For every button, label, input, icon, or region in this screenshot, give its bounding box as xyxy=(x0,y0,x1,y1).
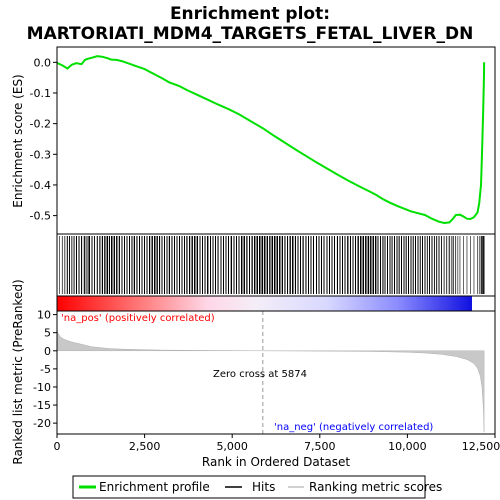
metric-y-tick-label: 0 xyxy=(44,345,51,358)
x-tick-label: 12,500 xyxy=(462,440,500,453)
x-tick-label: 7,500 xyxy=(304,440,336,453)
metric-y-tick-label: -15 xyxy=(33,399,51,412)
x-axis: 0 2,500 5,000 7,500 10,000 12,500 xyxy=(54,434,500,453)
hit-lines xyxy=(56,236,485,294)
chart-title-line1: Enrichment plot: xyxy=(170,4,330,24)
x-tick-label: 0 xyxy=(54,440,61,453)
metric-panel-frame xyxy=(56,310,496,435)
es-y-tick-label: -0.3 xyxy=(30,148,51,161)
pos-label: 'na_pos' (positively correlated) xyxy=(61,313,215,324)
legend-label-hits: Hits xyxy=(252,480,275,494)
rank-color-bar xyxy=(57,296,472,311)
neg-label: 'na_neg' (negatively correlated) xyxy=(274,422,433,433)
x-axis-label: Rank in Ordered Dataset xyxy=(202,455,350,469)
metric-y-axis: 10 5 0 -5 -10 -15 -20 xyxy=(33,309,57,430)
es-line xyxy=(56,55,486,225)
x-tick-label: 10,000 xyxy=(388,440,427,453)
es-y-tick-label: -0.5 xyxy=(30,210,51,223)
x-tick-label: 5,000 xyxy=(216,440,248,453)
es-y-tick-label: 0.0 xyxy=(34,56,52,69)
zero-cross-label: Zero cross at 5874 xyxy=(213,369,307,380)
metric-y-tick-label: 10 xyxy=(37,309,51,322)
metric-area xyxy=(56,328,485,433)
x-tick-label: 2,500 xyxy=(129,440,161,453)
metric-y-axis-label: Ranked list metric (PreRanked) xyxy=(11,279,25,464)
legend-box xyxy=(72,475,426,499)
es-y-axis-label: Enrichment score (ES) xyxy=(11,74,25,207)
es-panel-background xyxy=(57,47,495,234)
metric-y-tick-label: -5 xyxy=(40,363,51,376)
legend-label-ranking: Ranking metric scores xyxy=(309,480,442,494)
metric-y-tick-label: -10 xyxy=(33,381,51,394)
legend: Enrichment profile Hits Ranking metric s… xyxy=(72,475,442,499)
legend-label-enrichment: Enrichment profile xyxy=(99,480,210,494)
es-y-tick-label: -0.2 xyxy=(30,118,51,131)
metric-y-tick-label: 5 xyxy=(44,327,51,340)
es-y-tick-label: -0.1 xyxy=(30,87,51,100)
es-y-axis: 0.0 -0.1 -0.2 -0.3 -0.4 -0.5 xyxy=(30,56,57,223)
es-y-tick-label: -0.4 xyxy=(30,179,51,192)
chart-title-line2: MARTORIATI_MDM4_TARGETS_FETAL_LIVER_DN xyxy=(27,24,474,44)
metric-y-tick-label: -20 xyxy=(33,417,51,430)
metric-panel-background xyxy=(57,311,495,434)
